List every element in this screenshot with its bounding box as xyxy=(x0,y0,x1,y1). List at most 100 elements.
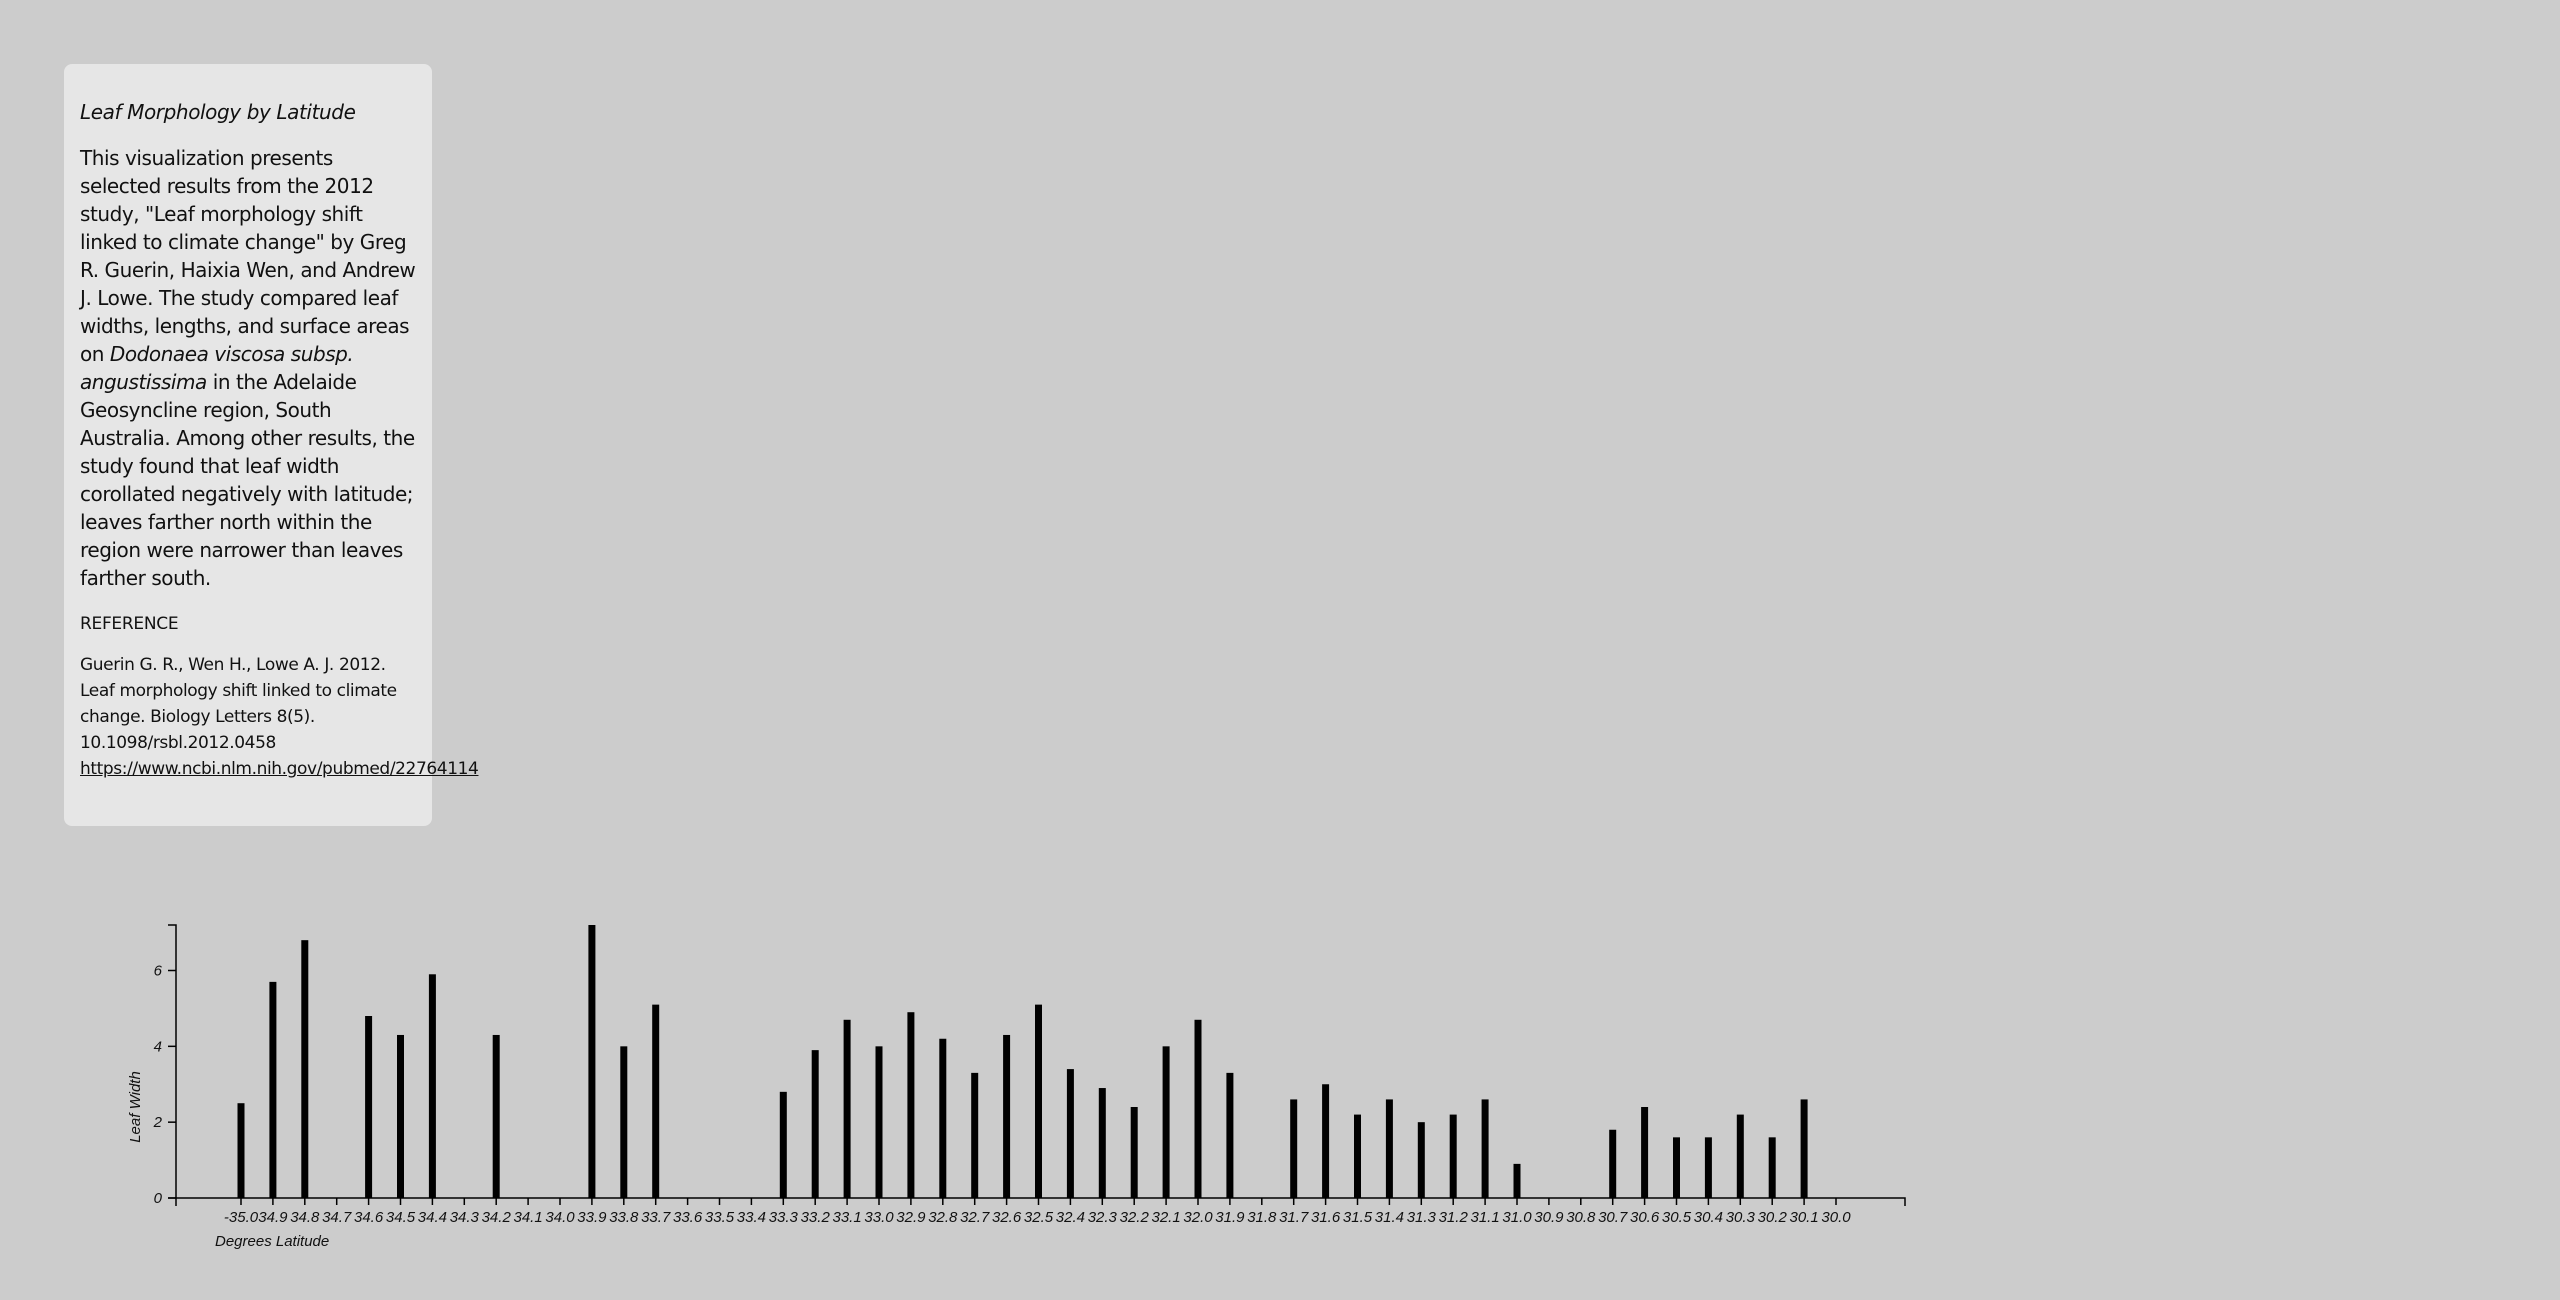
x-tick-label: 30.7 xyxy=(1598,1209,1628,1226)
x-tick-label: 31.4 xyxy=(1375,1209,1404,1226)
x-tick-label: 34.6 xyxy=(354,1209,384,1226)
bar xyxy=(269,981,277,1198)
x-tick-label: 32.9 xyxy=(896,1209,926,1226)
x-tick-label: 33.0 xyxy=(864,1209,894,1226)
bar xyxy=(1035,1004,1042,1198)
x-tick-label: 33.8 xyxy=(609,1209,639,1226)
bar xyxy=(779,1091,787,1198)
description-part-1: This visualization presents selected res… xyxy=(80,146,416,366)
x-tick-label: 31.3 xyxy=(1407,1209,1437,1226)
y-tick-label: 4 xyxy=(154,1038,162,1055)
x-axis-line xyxy=(175,1197,1906,1206)
description-part-2: in the Adelaide Geosyncline region, Sout… xyxy=(80,370,415,590)
bar xyxy=(1768,1137,1776,1198)
x-tick-label: 33.1 xyxy=(832,1209,861,1226)
bar xyxy=(1641,1107,1649,1198)
x-tick-label: 34.4 xyxy=(418,1209,447,1226)
x-tick-label: 34.3 xyxy=(450,1209,480,1226)
x-tick-label: 32.5 xyxy=(1024,1209,1054,1226)
bar xyxy=(1098,1088,1106,1198)
bar xyxy=(237,1103,245,1198)
bar xyxy=(907,1012,915,1198)
y-tick-label: 6 xyxy=(154,963,163,980)
bar xyxy=(1417,1122,1425,1198)
reference-line-4: 10.1098/rsbl.2012.0458 xyxy=(80,733,276,753)
x-tick-label: 31.7 xyxy=(1279,1209,1309,1226)
x-tick-label: 33.3 xyxy=(769,1209,799,1226)
bar xyxy=(1513,1163,1521,1198)
x-tick-label: 31.8 xyxy=(1247,1209,1277,1226)
x-axis-title: Degrees Latitude xyxy=(215,1233,329,1250)
bar xyxy=(1322,1084,1330,1198)
x-tick-label: 30.0 xyxy=(1821,1209,1851,1226)
bar xyxy=(652,1004,660,1198)
bar xyxy=(1385,1099,1393,1198)
x-tick-label: 34.2 xyxy=(482,1209,512,1226)
x-tick-label: 32.4 xyxy=(1056,1209,1085,1226)
info-panel: Leaf Morphology by Latitude This visuali… xyxy=(64,64,479,826)
x-tick-label: 31.0 xyxy=(1502,1209,1532,1226)
reference-heading: REFERENCE xyxy=(80,614,179,634)
bar xyxy=(365,1016,373,1198)
x-axis: -35.0 34.9 34.8 34.7 34.6 34.5 34.4 34.3 34.2 34.… xyxy=(175,1197,1906,1226)
bars-group xyxy=(237,925,1808,1198)
x-tick-label: 30.8 xyxy=(1566,1209,1596,1226)
x-tick-label: 30.2 xyxy=(1758,1209,1788,1226)
bar xyxy=(939,1038,947,1198)
bar xyxy=(397,1034,404,1198)
x-tick-label: 31.6 xyxy=(1311,1209,1341,1226)
species-name: Dodonaea viscosa subsp. angustissima xyxy=(80,342,354,394)
bar xyxy=(1194,1019,1202,1198)
bar xyxy=(428,974,436,1198)
x-tick-label: 32.1 xyxy=(1151,1209,1180,1226)
x-tick-label: 30.5 xyxy=(1662,1209,1692,1226)
x-tick-label: -35.0 xyxy=(224,1209,259,1226)
reference-line-2: Leaf morphology shift linked to climate xyxy=(80,681,397,701)
x-tick-label: 31.2 xyxy=(1439,1209,1469,1226)
y-tick-label: 0 xyxy=(154,1190,163,1207)
x-tick-label: 34.8 xyxy=(290,1209,320,1226)
reference-line-3: change. Biology Letters 8(5). xyxy=(80,707,315,727)
x-tick-label: 32.8 xyxy=(928,1209,958,1226)
bar xyxy=(1800,1099,1808,1198)
bar xyxy=(1290,1099,1298,1198)
x-tick-label: 31.5 xyxy=(1343,1209,1373,1226)
bar xyxy=(301,940,309,1198)
x-tick-label: 34.9 xyxy=(258,1209,288,1226)
y-axis-line xyxy=(168,924,177,1199)
x-tick-label: 34.5 xyxy=(386,1209,416,1226)
bar xyxy=(1736,1114,1744,1198)
y-axis: 0 2 4 6 xyxy=(153,924,177,1207)
x-tick-label: 34.7 xyxy=(322,1209,352,1226)
x-tick-label: 31.9 xyxy=(1215,1209,1245,1226)
x-tick-label: 33.9 xyxy=(577,1209,607,1226)
x-tick-label: 33.7 xyxy=(641,1209,671,1226)
bar xyxy=(620,1046,628,1198)
bar xyxy=(971,1072,979,1198)
x-tick-label: 30.3 xyxy=(1726,1209,1756,1226)
bar xyxy=(875,1046,883,1198)
bar xyxy=(843,1019,851,1198)
x-tick-label: 32.2 xyxy=(1120,1209,1150,1226)
x-tick-label: 33.2 xyxy=(801,1209,831,1226)
bar xyxy=(1609,1129,1617,1198)
bar xyxy=(1704,1137,1712,1198)
y-tick-label: 2 xyxy=(153,1114,163,1131)
bar xyxy=(1673,1137,1680,1198)
bar xyxy=(1162,1046,1170,1198)
x-tick-label: 34.1 xyxy=(513,1209,542,1226)
x-tick-label: 32.3 xyxy=(1088,1209,1118,1226)
reference-link[interactable]: https://www.ncbi.nlm.nih.gov/pubmed/2276… xyxy=(80,759,479,779)
reference-text: Guerin G. R., Wen H., Lowe A. J. 2012. Le… xyxy=(80,652,479,782)
x-tick-label: 33.6 xyxy=(673,1209,703,1226)
x-tick-label: 31.1 xyxy=(1470,1209,1499,1226)
panel-description: This visualization presents selected res… xyxy=(80,144,416,592)
panel-title: Leaf Morphology by Latitude xyxy=(80,100,356,124)
reference-line-1: Guerin G. R., Wen H., Lowe A. J. 2012. xyxy=(80,655,386,675)
x-tick-label: 32.6 xyxy=(992,1209,1022,1226)
x-tick-label: 33.5 xyxy=(705,1209,735,1226)
bar xyxy=(1449,1114,1457,1198)
bar xyxy=(1481,1099,1489,1198)
bar xyxy=(492,1034,500,1198)
